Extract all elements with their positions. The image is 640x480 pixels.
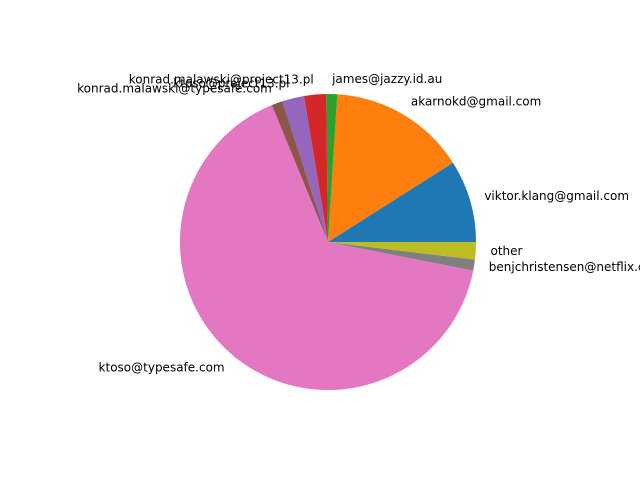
pie-slice-konrad-malawski-typesafe-com <box>271 101 328 243</box>
pie-label-james-jazzy-id-au: james@jazzy.id.au <box>331 72 442 86</box>
pie-slice-other <box>328 242 476 260</box>
pie-slices <box>179 93 476 391</box>
pie-slice-konrad-malawski-project13-pl <box>303 94 328 242</box>
pie-slice-viktor-klang-gmail-com <box>328 162 476 242</box>
pie-label-ktoso-project13-pl: ktoso@project13.pl <box>173 76 289 90</box>
pie-label-konrad-malawski-project13-pl: konrad.malawski@project13.pl <box>129 72 314 86</box>
pie-label-ktoso-typesafe-com: ktoso@typesafe.com <box>99 360 225 374</box>
pie-label-viktor-klang-gmail-com: viktor.klang@gmail.com <box>484 189 629 203</box>
pie-label-benjchristensen-netflix-com: benjchristensen@netflix.com <box>489 260 640 274</box>
pie-label-konrad-malawski-typesafe-com: konrad.malawski@typesafe.com <box>77 82 272 96</box>
pie-slice-akarnokd-gmail-com <box>328 94 453 242</box>
pie-label-other: other <box>491 244 523 258</box>
pie-slice-benjchristensen-netflix-com <box>328 242 475 271</box>
pie-slice-james-jazzy-id-au <box>326 93 338 242</box>
pie-slice-ktoso-typesafe-com <box>179 105 474 391</box>
pie-label-akarnokd-gmail-com: akarnokd@gmail.com <box>411 94 541 108</box>
pie-labels: viktor.klang@gmail.com akarnokd@gmail.com… <box>77 72 640 375</box>
pie-slice-ktoso-project13-pl <box>282 95 328 242</box>
